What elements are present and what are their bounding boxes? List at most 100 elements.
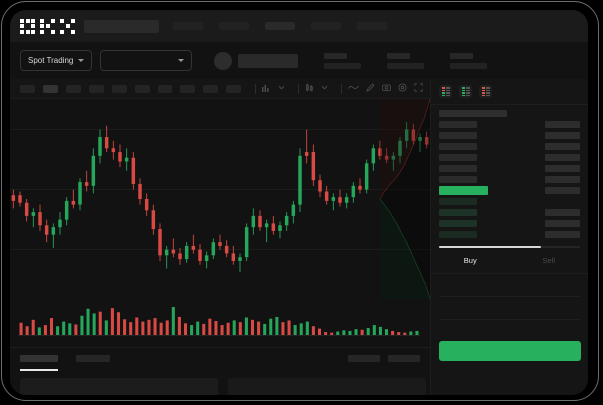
order-book-price-bar <box>439 186 488 195</box>
timeframe-button-3[interactable] <box>88 84 104 93</box>
orderbook-sell-icon[interactable] <box>479 85 492 98</box>
orders-card-0[interactable] <box>20 378 218 395</box>
stat-label <box>387 52 411 59</box>
order-book-row[interactable] <box>439 152 580 163</box>
chevron-down-icon <box>178 59 185 62</box>
orders-tab-0[interactable] <box>20 355 58 371</box>
candle-series <box>11 122 429 273</box>
order-book-amount-bar <box>545 132 580 139</box>
chevron-down-icon[interactable] <box>321 84 328 93</box>
line-chart-icon[interactable] <box>348 84 359 93</box>
form-divider <box>431 273 588 274</box>
order-book-amount-bar <box>545 143 580 150</box>
order-book-amount-bar <box>545 231 580 238</box>
nav-item-3[interactable] <box>311 22 341 30</box>
order-book-row[interactable] <box>439 207 580 218</box>
order-book-row[interactable] <box>439 130 580 141</box>
order-book-header-divider <box>431 104 588 105</box>
stat-group-1 <box>387 52 425 69</box>
app-header <box>10 10 588 42</box>
chart-type-icon[interactable] <box>305 83 314 94</box>
okx-logo-icon[interactable] <box>20 18 75 34</box>
order-amount-field[interactable] <box>439 297 580 320</box>
orderbook-both-icon[interactable] <box>439 85 452 98</box>
candlestick-chart[interactable] <box>10 99 430 299</box>
order-book-amount-bar <box>545 220 580 227</box>
orders-panel <box>10 347 430 395</box>
market-type-label: Spot Trading <box>28 56 74 65</box>
timeframe-button-0[interactable] <box>20 84 35 93</box>
timeframe-button-5[interactable] <box>134 84 150 93</box>
stat-value <box>387 62 425 69</box>
toolbar-divider <box>341 83 343 94</box>
order-book-panel: Buy Sell <box>430 79 588 395</box>
tab-sell[interactable]: Sell <box>542 256 555 265</box>
fullscreen-icon[interactable] <box>414 83 423 94</box>
pencil-icon[interactable] <box>366 83 375 94</box>
timeframe-button-4[interactable] <box>111 84 127 93</box>
chart-toolbar <box>10 79 430 99</box>
order-book-row[interactable] <box>439 229 580 240</box>
orders-panel-cards <box>20 378 426 395</box>
order-book-row[interactable] <box>439 141 580 152</box>
timeframe-button-8[interactable] <box>203 84 219 93</box>
stat-value <box>324 62 362 69</box>
order-book-price-bar <box>439 220 477 227</box>
order-book-price-bar <box>439 176 477 183</box>
timeframe-button-2[interactable] <box>65 84 81 93</box>
order-book-scrollbar[interactable] <box>439 246 580 248</box>
order-book-row[interactable] <box>439 218 580 229</box>
order-book-view-modes <box>431 79 588 103</box>
gridline <box>10 189 430 190</box>
timeframe-button-1[interactable] <box>42 84 58 93</box>
orders-action-1[interactable] <box>388 355 420 362</box>
scrollbar-thumb[interactable] <box>439 246 541 248</box>
order-book-price-bar <box>439 198 477 205</box>
depth-chart-overlay <box>380 99 430 299</box>
order-book-price-bar <box>439 121 477 128</box>
timeframe-button-7[interactable] <box>180 84 196 93</box>
orders-action-0[interactable] <box>348 355 380 362</box>
stat-group-0 <box>324 52 362 69</box>
order-price-field[interactable] <box>439 274 580 297</box>
order-total-field[interactable] <box>439 320 580 343</box>
nav-item-2[interactable] <box>265 22 295 30</box>
order-book-amount-bar <box>545 187 580 194</box>
order-book-row[interactable] <box>439 196 580 207</box>
camera-icon[interactable] <box>382 83 391 94</box>
volume-series <box>18 307 420 336</box>
search-input[interactable] <box>84 19 159 33</box>
order-book-amount-bar <box>545 154 580 161</box>
orders-tab-1[interactable] <box>76 355 110 362</box>
settings-gear-icon[interactable] <box>398 83 407 94</box>
orders-card-1[interactable] <box>228 378 426 395</box>
order-book-row[interactable] <box>439 119 580 130</box>
orders-panel-tabs <box>20 355 128 371</box>
indicator-icon[interactable] <box>262 84 271 94</box>
order-book-price-bar <box>439 154 477 161</box>
pair-select[interactable] <box>100 50 193 71</box>
order-book-amount-bar <box>545 209 580 216</box>
order-form <box>431 273 588 365</box>
market-type-select[interactable]: Spot Trading <box>20 50 93 71</box>
timeframe-button-9[interactable] <box>226 84 242 93</box>
chevron-down-icon[interactable] <box>278 84 285 93</box>
order-book-row[interactable] <box>439 163 580 174</box>
orders-panel-actions <box>348 355 420 362</box>
orders-tab-label <box>76 355 110 362</box>
order-book-row[interactable] <box>439 108 580 119</box>
volume-histogram[interactable] <box>10 299 430 347</box>
order-book-row[interactable] <box>439 174 580 185</box>
active-tab-underline <box>20 369 58 371</box>
stat-group-2 <box>450 52 488 69</box>
nav-item-4[interactable] <box>357 22 387 30</box>
tab-buy[interactable]: Buy <box>463 256 477 265</box>
toolbar-divider <box>255 83 257 94</box>
submit-buy-button[interactable] <box>439 341 581 361</box>
timeframe-button-6[interactable] <box>157 84 173 93</box>
order-book-rows[interactable] <box>431 108 588 240</box>
order-book-row[interactable] <box>439 185 580 196</box>
nav-item-0[interactable] <box>173 22 203 30</box>
orderbook-buy-icon[interactable] <box>459 85 472 98</box>
nav-item-1[interactable] <box>219 22 249 30</box>
